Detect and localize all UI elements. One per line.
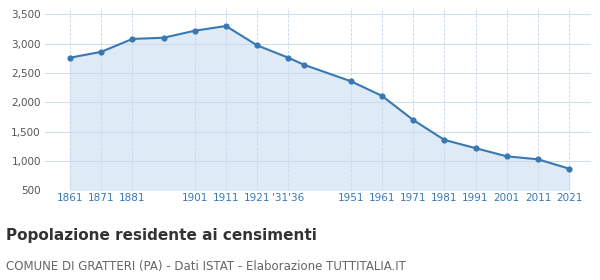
Text: COMUNE DI GRATTERI (PA) - Dati ISTAT - Elaborazione TUTTITALIA.IT: COMUNE DI GRATTERI (PA) - Dati ISTAT - E…: [6, 260, 406, 273]
Point: [409, 118, 418, 122]
Point: [502, 154, 512, 158]
Point: [346, 79, 356, 83]
Point: [97, 50, 106, 54]
Point: [284, 55, 293, 60]
Point: [128, 37, 137, 41]
Point: [533, 157, 543, 162]
Point: [253, 43, 262, 48]
Point: [65, 55, 75, 60]
Point: [471, 146, 481, 150]
Point: [159, 36, 169, 40]
Point: [221, 24, 231, 28]
Text: Popolazione residente ai censimenti: Popolazione residente ai censimenti: [6, 228, 317, 243]
Point: [440, 138, 449, 142]
Point: [565, 166, 574, 171]
Point: [377, 94, 387, 98]
Point: [299, 62, 309, 67]
Point: [190, 29, 200, 33]
